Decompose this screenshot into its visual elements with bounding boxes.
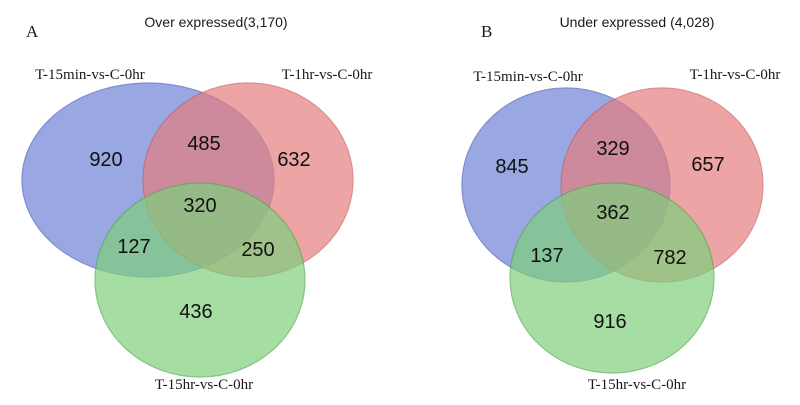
panel-b-count-b-only: 657 — [691, 154, 724, 176]
panel-a-count-abc: 320 — [183, 195, 216, 217]
panel-b-count-ab: 329 — [596, 138, 629, 160]
panel-b-count-bc: 782 — [653, 247, 686, 269]
panel-a-letter: A — [26, 22, 39, 41]
panel-a-set-c-circle — [94, 182, 306, 378]
panel-a-count-c-only: 436 — [179, 301, 212, 323]
panel-a-count-a-only: 920 — [89, 149, 122, 171]
panel-b-count-abc: 362 — [596, 202, 629, 224]
panel-a-count-bc: 250 — [241, 239, 274, 261]
panel-b-set-a-label: T-15min-vs-C-0hr — [473, 69, 582, 85]
panel-b-count-ac: 137 — [530, 245, 563, 267]
panel-b-count-c-only: 916 — [593, 311, 626, 333]
panel-b-letter: B — [481, 22, 492, 41]
panel-b-set-b-label: T-1hr-vs-C-0hr — [690, 67, 781, 83]
panel-a-set-a-label: T-15min-vs-C-0hr — [35, 67, 144, 83]
panel-b-set-c-label: T-15hr-vs-C-0hr — [588, 377, 686, 393]
panel-a-count-b-only: 632 — [277, 149, 310, 171]
panel-b-count-a-only: 845 — [495, 156, 528, 178]
panel-a-count-ac: 127 — [117, 236, 150, 258]
panel-a-title: Over expressed(3,170) — [144, 14, 287, 30]
panel-a: A Over expressed(3,170) T-15min-vs-C-0hr… — [21, 14, 373, 393]
panel-a-set-b-label: T-1hr-vs-C-0hr — [282, 67, 373, 83]
panel-b-set-c-circle — [509, 182, 715, 374]
panel-a-count-ab: 485 — [187, 133, 220, 155]
panel-b: B Under expressed (4,028) T-15min-vs-C-0… — [461, 14, 781, 393]
panel-b-title: Under expressed (4,028) — [560, 14, 715, 30]
panel-a-set-c-label: T-15hr-vs-C-0hr — [155, 377, 253, 393]
